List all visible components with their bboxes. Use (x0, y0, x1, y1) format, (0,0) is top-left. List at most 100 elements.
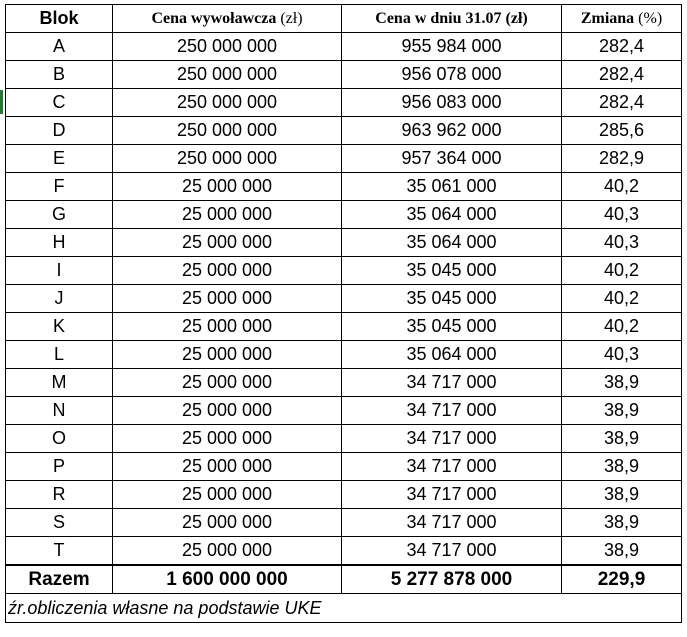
total-label[interactable]: Razem (5, 564, 113, 594)
cell-blok[interactable]: O (5, 424, 113, 453)
cell-blok[interactable]: N (5, 396, 113, 425)
cell-cena-wywolawcza[interactable]: 250 000 000 (112, 116, 342, 145)
cell-cena-w-dniu[interactable]: 35 045 000 (341, 312, 562, 341)
cell-zmiana[interactable]: 40,2 (561, 312, 682, 341)
header-blok[interactable]: Blok (5, 4, 113, 33)
total-cena-w-dniu[interactable]: 5 277 878 000 (341, 564, 562, 594)
cell-blok[interactable]: G (5, 200, 113, 229)
cell-cena-w-dniu[interactable]: 35 045 000 (341, 256, 562, 285)
cell-cena-wywolawcza[interactable]: 25 000 000 (112, 172, 342, 201)
cell-zmiana[interactable]: 38,9 (561, 480, 682, 509)
cell-zmiana[interactable]: 38,9 (561, 536, 682, 566)
cell-cena-wywolawcza[interactable]: 250 000 000 (112, 60, 342, 89)
cell-cena-w-dniu[interactable]: 34 717 000 (341, 508, 562, 537)
table-row: I 25 000 000 35 045 000 40,2 (5, 256, 682, 285)
cell-cena-w-dniu[interactable]: 35 064 000 (341, 340, 562, 369)
total-cena-wywolawcza[interactable]: 1 600 000 000 (112, 564, 342, 594)
cell-blok[interactable]: J (5, 284, 113, 313)
cell-blok[interactable]: P (5, 452, 113, 481)
cell-zmiana[interactable]: 40,3 (561, 200, 682, 229)
header-zmiana[interactable]: Zmiana (%) (561, 4, 682, 33)
cell-blok[interactable]: E (5, 144, 113, 173)
cell-zmiana[interactable]: 40,2 (561, 284, 682, 313)
cell-cena-wywolawcza[interactable]: 25 000 000 (112, 424, 342, 453)
cell-cena-wywolawcza[interactable]: 25 000 000 (112, 340, 342, 369)
header-row: Blok Cena wywoławcza (zł) Cena w dniu 31… (5, 4, 682, 33)
cell-cena-w-dniu[interactable]: 34 717 000 (341, 396, 562, 425)
table-row: N 25 000 000 34 717 000 38,9 (5, 396, 682, 425)
cell-blok[interactable]: T (5, 536, 113, 566)
cell-cena-wywolawcza[interactable]: 25 000 000 (112, 536, 342, 566)
header-cena-wywolawcza-main: Cena wywoławcza (151, 9, 277, 27)
cell-cena-w-dniu[interactable]: 35 064 000 (341, 200, 562, 229)
cell-zmiana[interactable]: 40,3 (561, 228, 682, 257)
cell-zmiana[interactable]: 38,9 (561, 424, 682, 453)
cell-cena-wywolawcza[interactable]: 25 000 000 (112, 312, 342, 341)
total-zmiana[interactable]: 229,9 (561, 564, 682, 594)
cell-cena-wywolawcza[interactable]: 25 000 000 (112, 508, 342, 537)
cell-blok[interactable]: A (5, 32, 113, 61)
cell-cena-wywolawcza[interactable]: 250 000 000 (112, 144, 342, 173)
cell-zmiana[interactable]: 38,9 (561, 508, 682, 537)
cell-cena-w-dniu[interactable]: 34 717 000 (341, 424, 562, 453)
table-row: B 250 000 000 956 078 000 282,4 (5, 60, 682, 89)
auction-prices-table: Blok Cena wywoławcza (zł) Cena w dniu 31… (5, 4, 682, 623)
cell-cena-wywolawcza[interactable]: 25 000 000 (112, 228, 342, 257)
cell-blok[interactable]: R (5, 480, 113, 509)
source-note[interactable]: źr.obliczenia własne na podstawie UKE (5, 593, 682, 623)
cell-cena-wywolawcza[interactable]: 25 000 000 (112, 480, 342, 509)
cell-cena-w-dniu[interactable]: 956 078 000 (341, 60, 562, 89)
cell-cena-w-dniu[interactable]: 34 717 000 (341, 480, 562, 509)
cell-cena-wywolawcza[interactable]: 250 000 000 (112, 32, 342, 61)
cell-blok[interactable]: L (5, 340, 113, 369)
cell-cena-wywolawcza[interactable]: 25 000 000 (112, 368, 342, 397)
cell-cena-w-dniu[interactable]: 963 962 000 (341, 116, 562, 145)
cell-zmiana[interactable]: 282,4 (561, 60, 682, 89)
cell-blok[interactable]: H (5, 228, 113, 257)
cell-blok[interactable]: S (5, 508, 113, 537)
table-row: H 25 000 000 35 064 000 40,3 (5, 228, 682, 257)
cell-blok[interactable]: K (5, 312, 113, 341)
cell-zmiana[interactable]: 40,3 (561, 340, 682, 369)
cell-cena-wywolawcza[interactable]: 25 000 000 (112, 452, 342, 481)
cell-cena-w-dniu[interactable]: 35 061 000 (341, 172, 562, 201)
header-cena-wywolawcza-unit: (zł) (276, 9, 303, 27)
header-zmiana-main: Zmiana (580, 9, 635, 27)
cell-cena-w-dniu[interactable]: 35 064 000 (341, 228, 562, 257)
table-row: F 25 000 000 35 061 000 40,2 (5, 172, 682, 201)
cell-blok[interactable]: C (5, 88, 113, 117)
cell-blok[interactable]: M (5, 368, 113, 397)
header-cena-w-dniu[interactable]: Cena w dniu 31.07 (zł) (341, 4, 562, 33)
cell-cena-w-dniu[interactable]: 957 364 000 (341, 144, 562, 173)
cell-zmiana[interactable]: 282,9 (561, 144, 682, 173)
cell-cena-w-dniu[interactable]: 34 717 000 (341, 536, 562, 566)
cell-blok[interactable]: D (5, 116, 113, 145)
cell-zmiana[interactable]: 38,9 (561, 368, 682, 397)
table-row: D 250 000 000 963 962 000 285,6 (5, 116, 682, 145)
cell-cena-w-dniu[interactable]: 34 717 000 (341, 368, 562, 397)
cell-cena-w-dniu[interactable]: 956 083 000 (341, 88, 562, 117)
cell-blok[interactable]: B (5, 60, 113, 89)
header-zmiana-unit: (%) (634, 9, 663, 27)
cell-cena-w-dniu[interactable]: 955 984 000 (341, 32, 562, 61)
cell-cena-wywolawcza[interactable]: 25 000 000 (112, 200, 342, 229)
cell-zmiana[interactable]: 285,6 (561, 116, 682, 145)
cell-zmiana[interactable]: 38,9 (561, 396, 682, 425)
cell-zmiana[interactable]: 282,4 (561, 88, 682, 117)
cell-cena-w-dniu[interactable]: 35 045 000 (341, 284, 562, 313)
cell-cena-wywolawcza[interactable]: 250 000 000 (112, 88, 342, 117)
cell-zmiana[interactable]: 40,2 (561, 172, 682, 201)
cell-zmiana[interactable]: 282,4 (561, 32, 682, 61)
header-cena-wywolawcza[interactable]: Cena wywoławcza (zł) (112, 4, 342, 33)
cell-blok[interactable]: I (5, 256, 113, 285)
cell-cena-wywolawcza[interactable]: 25 000 000 (112, 284, 342, 313)
table-row: T 25 000 000 34 717 000 38,9 (5, 536, 682, 566)
table-row: J 25 000 000 35 045 000 40,2 (5, 284, 682, 313)
cell-blok[interactable]: F (5, 172, 113, 201)
cell-cena-w-dniu[interactable]: 34 717 000 (341, 452, 562, 481)
cell-cena-wywolawcza[interactable]: 25 000 000 (112, 396, 342, 425)
cell-zmiana[interactable]: 38,9 (561, 452, 682, 481)
cell-cena-wywolawcza[interactable]: 25 000 000 (112, 256, 342, 285)
cell-zmiana[interactable]: 40,2 (561, 256, 682, 285)
